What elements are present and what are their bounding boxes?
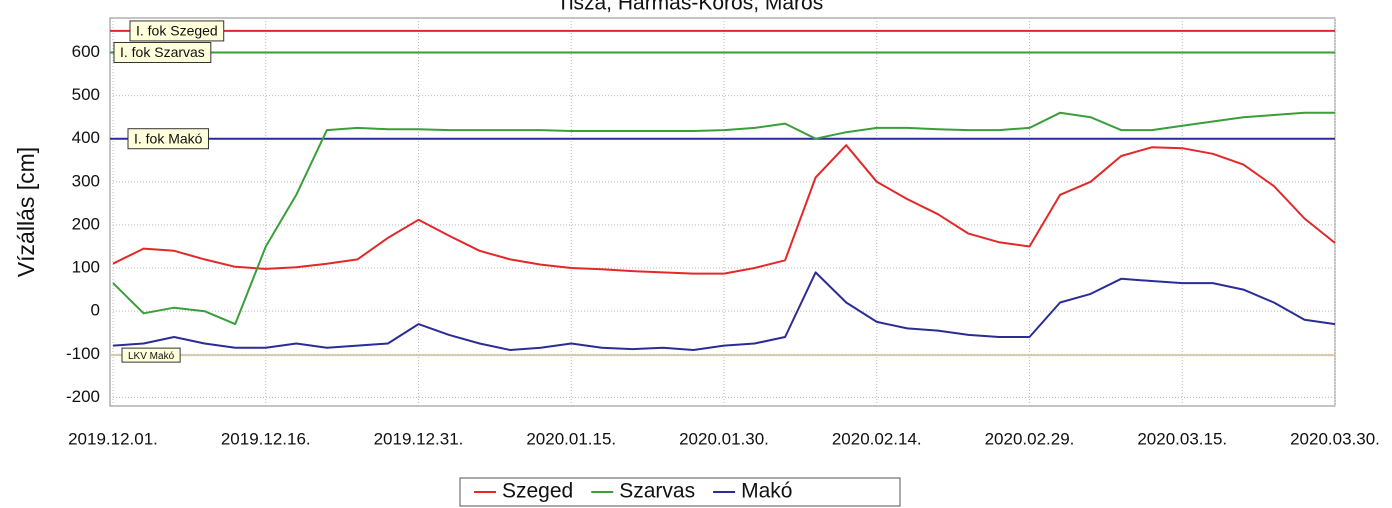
x-tick-label: 2020.02.29. — [985, 429, 1075, 448]
y-tick-label: -200 — [66, 387, 100, 406]
plot-frame — [109, 17, 1336, 407]
legend-box — [459, 477, 901, 507]
x-tick-label: 2019.12.31. — [374, 429, 464, 448]
threshold-label: LKV Makó — [128, 351, 175, 362]
series-line — [112, 271, 1336, 351]
x-tick-label: 2019.12.01. — [68, 429, 158, 448]
y-tick-label: 500 — [72, 85, 100, 104]
threshold-label-box — [121, 347, 181, 363]
threshold-label: I. fok Szarvas — [120, 44, 205, 60]
chart-title: Tisza, Hármas-Körös, Maros — [557, 0, 823, 15]
series-line — [112, 111, 1335, 326]
x-tick-label: 2020.03.30. — [1290, 429, 1380, 448]
threshold-label: I. fok Makó — [134, 130, 203, 146]
y-tick-label: 300 — [72, 171, 100, 190]
x-tick-label: 2020.01.30. — [679, 429, 769, 448]
x-tick-label: 2019.12.16. — [221, 429, 311, 448]
x-tick-label: 2020.03.15. — [1137, 429, 1227, 448]
threshold-label: I. fok Szeged — [136, 23, 218, 39]
y-axis-label: Vízállás [cm] — [13, 147, 39, 277]
x-tick-label: 2020.02.14. — [832, 429, 922, 448]
y-tick-label: 0 — [91, 301, 100, 320]
y-tick-label: 400 — [72, 128, 100, 147]
legend-label: Szarvas — [619, 480, 695, 503]
legend-label: Szeged — [502, 480, 573, 503]
threshold-label-box — [127, 128, 209, 150]
y-tick-label: 100 — [72, 258, 100, 277]
x-tick-label: 2020.01.15. — [526, 429, 616, 448]
legend-label: Makó — [741, 480, 792, 503]
series-line — [112, 144, 1336, 275]
y-tick-label: 200 — [72, 214, 100, 233]
threshold-label-box — [113, 41, 212, 63]
y-tick-label: 600 — [72, 42, 100, 61]
threshold-label-box — [129, 20, 225, 42]
y-tick-label: -100 — [66, 344, 100, 363]
